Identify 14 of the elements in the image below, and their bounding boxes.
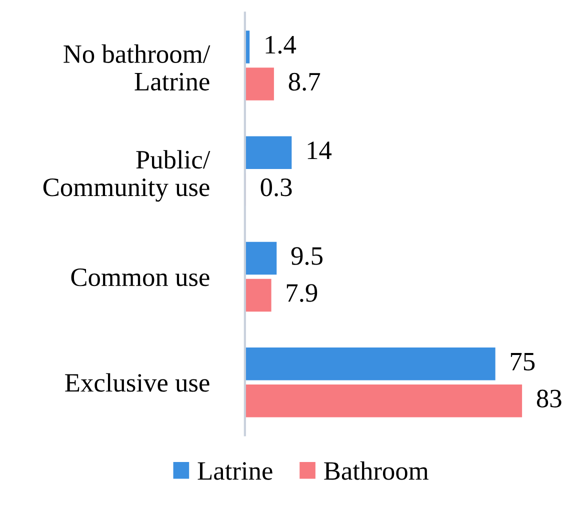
y-tick-label: Public/ Community use xyxy=(43,150,210,202)
data-label: 0.3 xyxy=(260,178,292,196)
data-label: 9.5 xyxy=(291,247,322,266)
data-label: 83 xyxy=(536,390,562,408)
y-tick-label: Common use xyxy=(71,268,210,286)
data-label: 75 xyxy=(510,352,535,371)
legend-label: Latrine xyxy=(198,462,272,480)
data-label: 14 xyxy=(308,142,332,160)
y-tick-label: Exclusive use xyxy=(65,373,210,392)
legend-label: Bathroom xyxy=(324,461,428,480)
data-label: 8.7 xyxy=(288,72,320,91)
data-label: 1.4 xyxy=(266,36,296,54)
y-tick-label: No bathroom/ Latrine xyxy=(64,44,210,91)
data-label: 7.9 xyxy=(286,284,318,302)
